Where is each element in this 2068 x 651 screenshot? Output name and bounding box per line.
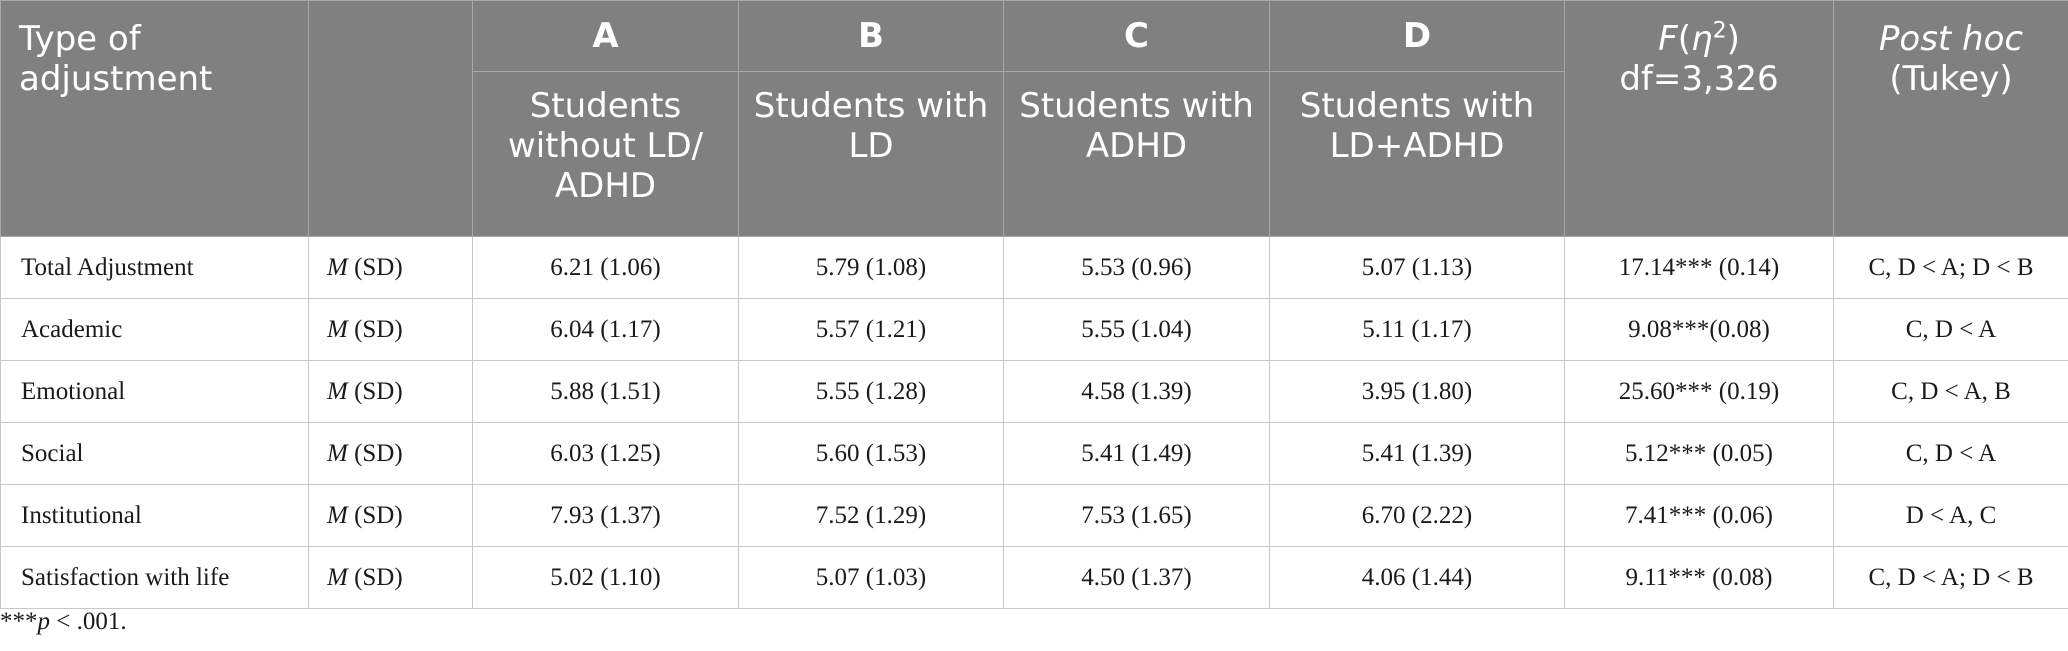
cell-group-d: 5.07 (1.13) [1269, 236, 1565, 299]
row-label: Institutional [0, 484, 309, 547]
cell-group-a: 6.21 (1.06) [472, 236, 739, 299]
row-label: Satisfaction with life [0, 546, 309, 609]
row-stat: M (SD) [308, 484, 473, 547]
row-label: Emotional [0, 360, 309, 423]
row-stat: M (SD) [308, 360, 473, 423]
cell-f-value: 9.08***(0.08) [1564, 298, 1834, 361]
header-posthoc-sub: (Tukey) [1889, 59, 2013, 99]
cell-group-a: 5.88 (1.51) [472, 360, 739, 423]
cell-group-b: 5.55 (1.28) [738, 360, 1004, 423]
cell-group-c: 7.53 (1.65) [1003, 484, 1270, 547]
cell-f-value: 9.11*** (0.08) [1564, 546, 1834, 609]
row-stat: M (SD) [308, 422, 473, 485]
footnote-rest: < .001. [50, 608, 127, 635]
table-row: Social M (SD) 6.03 (1.25) 5.60 (1.53) 5.… [0, 422, 2068, 485]
header-posthoc: Post hoc (Tukey) [1833, 0, 2068, 237]
header-eta-symbol: η [1691, 19, 1713, 59]
cell-f-value: 17.14*** (0.14) [1564, 236, 1834, 299]
table-row: Institutional M (SD) 7.93 (1.37) 7.52 (1… [0, 484, 2068, 547]
cell-group-a: 5.02 (1.10) [472, 546, 739, 609]
cell-group-b: 5.79 (1.08) [738, 236, 1004, 299]
cell-group-c: 5.55 (1.04) [1003, 298, 1270, 361]
header-df: df=3,326 [1619, 59, 1779, 99]
cell-group-c: 5.41 (1.49) [1003, 422, 1270, 485]
table-body: Total Adjustment M (SD) 6.21 (1.06) 5.79… [0, 236, 2068, 609]
table-row: Academic M (SD) 6.04 (1.17) 5.57 (1.21) … [0, 298, 2068, 361]
header-group-d-name: Students with LD+ADHD [1269, 71, 1565, 237]
footnote-stars: *** [0, 608, 38, 635]
table-row: Emotional M (SD) 5.88 (1.51) 5.55 (1.28)… [0, 360, 2068, 423]
cell-group-b: 5.07 (1.03) [738, 546, 1004, 609]
cell-group-d: 5.41 (1.39) [1269, 422, 1565, 485]
cell-group-c: 4.50 (1.37) [1003, 546, 1270, 609]
header-group-b-name: Students with LD [738, 71, 1004, 237]
header-posthoc-label: Post hoc [1878, 19, 2024, 59]
header-eta-exponent: 2 [1712, 18, 1727, 44]
cell-group-a: 7.93 (1.37) [472, 484, 739, 547]
table-footnote: ***p < .001. [0, 608, 127, 636]
cell-group-b: 5.60 (1.53) [738, 422, 1004, 485]
header-group-c-letter: C [1003, 0, 1270, 72]
cell-posthoc: D < A, C [1833, 484, 2068, 547]
table-header: Type of adjustment A B C D F(η2) df=3,32… [0, 0, 2068, 237]
table-row: Satisfaction with life M (SD) 5.02 (1.10… [0, 546, 2068, 609]
cell-f-value: 25.60*** (0.19) [1564, 360, 1834, 423]
header-group-a-letter: A [472, 0, 739, 72]
footnote-p: p [37, 608, 51, 635]
header-group-a-name: Students without LD/ ADHD [472, 71, 739, 237]
header-f-symbol: F [1658, 19, 1678, 59]
cell-group-b: 7.52 (1.29) [738, 484, 1004, 547]
row-label: Academic [0, 298, 309, 361]
header-f-statistic: F(η2) df=3,326 [1564, 0, 1834, 237]
cell-f-value: 7.41*** (0.06) [1564, 484, 1834, 547]
row-label: Total Adjustment [0, 236, 309, 299]
cell-posthoc: C, D < A; D < B [1833, 546, 2068, 609]
cell-group-c: 5.53 (0.96) [1003, 236, 1270, 299]
cell-f-value: 5.12*** (0.05) [1564, 422, 1834, 485]
cell-group-d: 5.11 (1.17) [1269, 298, 1565, 361]
cell-posthoc: C, D < A; D < B [1833, 236, 2068, 299]
cell-posthoc: C, D < A, B [1833, 360, 2068, 423]
cell-group-c: 4.58 (1.39) [1003, 360, 1270, 423]
table-row: Total Adjustment M (SD) 6.21 (1.06) 5.79… [0, 236, 2068, 299]
cell-group-d: 4.06 (1.44) [1269, 546, 1565, 609]
results-table-container: Type of adjustment A B C D F(η2) df=3,32… [0, 0, 2068, 609]
header-stat-blank [308, 0, 473, 237]
header-group-d-letter: D [1269, 0, 1565, 72]
cell-group-d: 3.95 (1.80) [1269, 360, 1565, 423]
cell-group-b: 5.57 (1.21) [738, 298, 1004, 361]
header-group-c-name: Students with ADHD [1003, 71, 1270, 237]
header-type-of-adjustment: Type of adjustment [0, 0, 309, 237]
cell-group-a: 6.04 (1.17) [472, 298, 739, 361]
cell-group-a: 6.03 (1.25) [472, 422, 739, 485]
cell-posthoc: C, D < A [1833, 298, 2068, 361]
header-group-b-letter: B [738, 0, 1004, 72]
adjustment-results-table: Type of adjustment A B C D F(η2) df=3,32… [0, 0, 2068, 609]
row-stat: M (SD) [308, 236, 473, 299]
cell-posthoc: C, D < A [1833, 422, 2068, 485]
cell-group-d: 6.70 (2.22) [1269, 484, 1565, 547]
row-stat: M (SD) [308, 298, 473, 361]
row-label: Social [0, 422, 309, 485]
row-stat: M (SD) [308, 546, 473, 609]
